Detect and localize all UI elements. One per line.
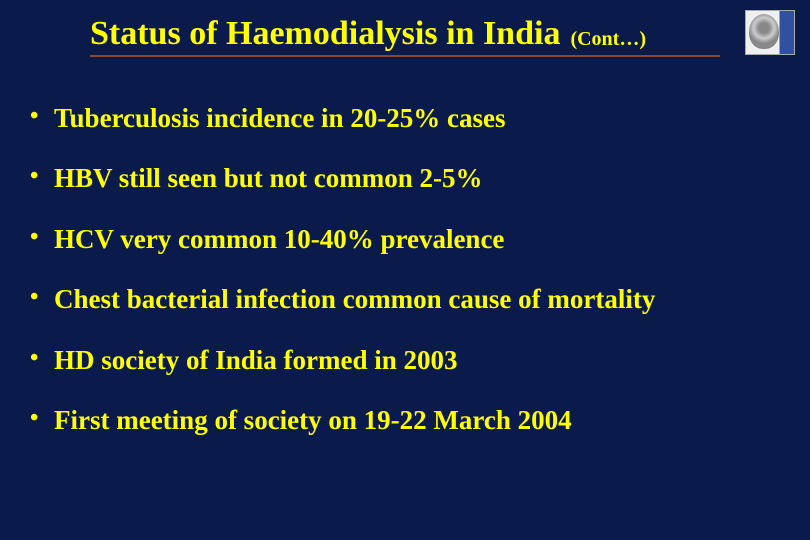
slide-container: Status of Haemodialysis in India (Cont…)…: [0, 0, 810, 540]
logo-icon: [745, 10, 795, 55]
list-item: HBV still seen but not common 2-5%: [30, 162, 790, 194]
bullet-list: Tuberculosis incidence in 20-25% cases H…: [30, 102, 790, 436]
list-item: HCV very common 10-40% prevalence: [30, 223, 790, 255]
list-item: First meeting of society on 19-22 March …: [30, 404, 790, 436]
list-item: Chest bacterial infection common cause o…: [30, 283, 790, 315]
list-item: Tuberculosis incidence in 20-25% cases: [30, 102, 790, 134]
continuation-label: (Cont…): [570, 28, 646, 51]
list-item: HD society of India formed in 2003: [30, 344, 790, 376]
slide-title: Status of Haemodialysis in India: [90, 15, 560, 53]
title-row: Status of Haemodialysis in India (Cont…): [90, 15, 720, 57]
